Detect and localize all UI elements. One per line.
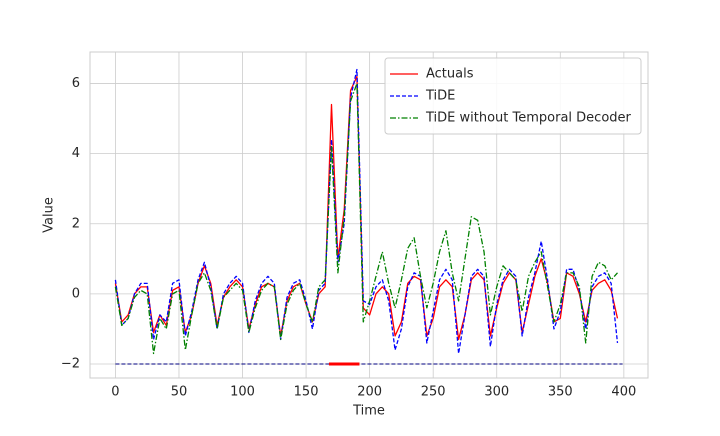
x-tick-label: 250 xyxy=(421,385,446,400)
y-tick-label: 4 xyxy=(72,146,80,161)
x-tick-label: 400 xyxy=(611,385,636,400)
y-tick-label: 0 xyxy=(72,286,80,301)
legend-label: Actuals xyxy=(426,67,474,82)
legend: Actuals TiDE TiDE without Temporal Decoder xyxy=(384,57,642,135)
y-tick-label: −2 xyxy=(61,356,80,371)
x-tick-label: 100 xyxy=(230,385,255,400)
legend-label: TiDE xyxy=(425,89,455,104)
x-tick-label: 300 xyxy=(484,385,509,400)
x-tick-label: 150 xyxy=(294,385,319,400)
x-tick-label: 50 xyxy=(171,385,188,400)
x-tick-label: 350 xyxy=(548,385,573,400)
y-tick-label: 6 xyxy=(72,76,80,91)
series-line xyxy=(114,82,618,355)
x-axis-label: Time xyxy=(352,404,385,419)
x-tick-label: 0 xyxy=(111,385,119,400)
y-axis-label: Value xyxy=(42,197,57,233)
series-line xyxy=(114,68,619,355)
legend-box xyxy=(384,57,642,135)
legend-label: TiDE without Temporal Decoder xyxy=(425,111,632,126)
x-tick-label: 200 xyxy=(357,385,382,400)
y-tick-label: 2 xyxy=(72,216,80,231)
